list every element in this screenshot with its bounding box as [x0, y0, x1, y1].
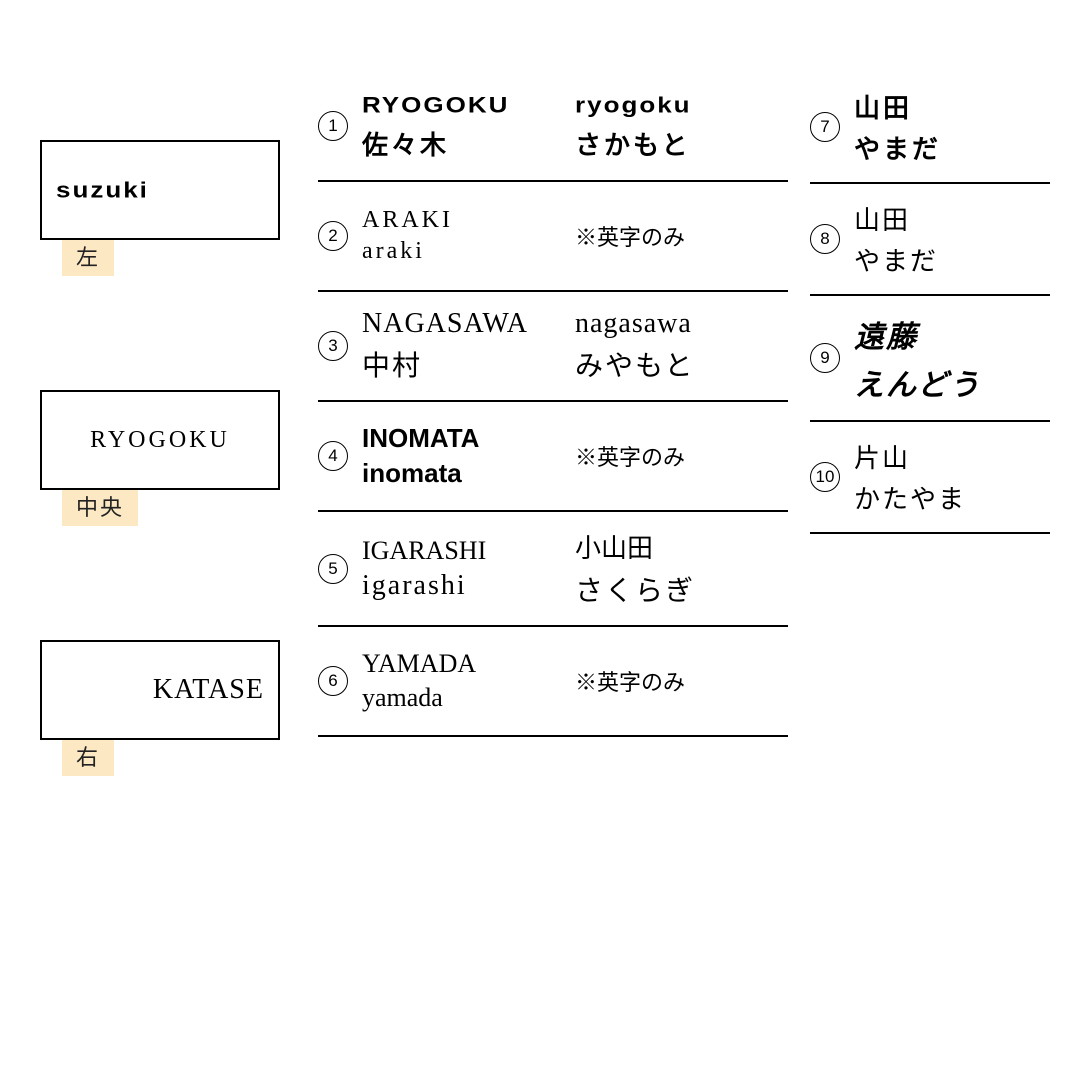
font-sample-list-jp: 7山田やまだ8山田やまだ9遠藤えんどう10片山かたやま	[810, 72, 1050, 534]
font-sample-text: かたやま	[854, 479, 1050, 516]
font-cell: IGARASHI igarashi	[362, 536, 575, 602]
font-sample-text: えんどう	[854, 360, 1050, 404]
font-sample-text: 小山田	[575, 528, 788, 565]
note-text: ※英字のみ	[575, 220, 788, 252]
sample-caption: 左	[62, 236, 114, 276]
font-sample-text: inomata	[362, 458, 575, 489]
font-cell: ※英字のみ	[575, 220, 788, 252]
row-number-badge: 8	[810, 224, 840, 254]
font-row: 1 RYOGOKU 佐々木ryogoku さかもと	[318, 72, 788, 182]
font-cell: ARAKI araki	[362, 207, 575, 265]
font-row: 10 片山かたやま	[810, 422, 1050, 534]
font-row: 2 ARAKI araki※英字のみ	[318, 182, 788, 292]
sample-text: suzuki	[56, 177, 149, 203]
font-sample-text: 遠藤	[854, 312, 1050, 356]
font-sample-text: 山田	[854, 88, 1050, 125]
font-sample-text: ryogoku	[575, 92, 788, 118]
row-number-badge: 9	[810, 343, 840, 373]
note-text: ※英字のみ	[575, 665, 788, 697]
font-cell: nagasawa みやもと	[575, 308, 788, 384]
font-cell: 山田やまだ	[854, 88, 1050, 166]
sample-caption: 右	[62, 736, 114, 776]
sample-box: RYOGOKU	[40, 390, 280, 490]
font-cell: ※英字のみ	[575, 440, 788, 472]
row-number-badge: 10	[810, 462, 840, 492]
font-cell: NAGASAWA 中村	[362, 308, 575, 384]
font-cell: 遠藤えんどう	[854, 312, 1050, 404]
font-row: 3 NAGASAWA 中村nagasawa みやもと	[318, 292, 788, 402]
font-sample-text: みやもと	[575, 344, 788, 384]
row-number-badge: 1	[318, 111, 348, 141]
font-row: 6 YAMADA yamada※英字のみ	[318, 627, 788, 737]
alignment-sample: RYOGOKU中央	[40, 390, 290, 490]
row-number-badge: 3	[318, 331, 348, 361]
font-sample-text: igarashi	[362, 570, 575, 602]
font-cell: ryogoku さかもと	[575, 90, 788, 162]
row-number-badge: 6	[318, 666, 348, 696]
font-cell: 小山田さくらぎ	[575, 528, 788, 609]
font-sample-text: やまだ	[854, 129, 1050, 166]
font-sample-text: yamada	[362, 683, 575, 713]
font-sample-text: RYOGOKU	[362, 92, 575, 118]
sample-box: suzuki	[40, 140, 280, 240]
font-sample-text: NAGASAWA	[362, 308, 575, 340]
sample-text: RYOGOKU	[90, 427, 230, 454]
font-cell: 片山かたやま	[854, 438, 1050, 516]
font-sample-text: 片山	[854, 438, 1050, 475]
font-sample-text: araki	[362, 238, 575, 265]
font-sample-list-main: 1RYOGOKU佐々木ryogokuさかもと2ARAKIaraki※英字のみ3N…	[318, 72, 788, 737]
sample-box: KATASE	[40, 640, 280, 740]
font-row: 8 山田やまだ	[810, 184, 1050, 296]
row-number-badge: 2	[318, 221, 348, 251]
font-sample-text: さくらぎ	[575, 569, 788, 609]
alignment-sample: KATASE右	[40, 640, 290, 740]
font-row: 4 INOMATA inomata※英字のみ	[318, 402, 788, 512]
alignment-sample: suzuki左	[40, 140, 290, 240]
row-number-badge: 5	[318, 554, 348, 584]
font-sample-text: 佐々木	[362, 125, 575, 162]
font-cell: 山田やまだ	[854, 200, 1050, 278]
font-sample-text: やまだ	[854, 241, 1050, 278]
font-cell: YAMADA yamada	[362, 649, 575, 713]
font-cell: ※英字のみ	[575, 665, 788, 697]
font-sample-text: nagasawa	[575, 308, 788, 340]
sample-text: KATASE	[153, 674, 264, 706]
font-cell: RYOGOKU 佐々木	[362, 90, 575, 162]
sample-caption: 中央	[62, 486, 138, 526]
row-number-badge: 4	[318, 441, 348, 471]
font-sample-text: INOMATA	[362, 423, 575, 454]
row-number-badge: 7	[810, 112, 840, 142]
font-row: 9 遠藤えんどう	[810, 296, 1050, 422]
font-sample-text: 中村	[362, 344, 575, 384]
font-sample-text: ARAKI	[362, 207, 575, 234]
font-sample-text: 山田	[854, 200, 1050, 237]
font-row: 7 山田やまだ	[810, 72, 1050, 184]
font-sample-text: IGARASHI	[362, 536, 575, 566]
font-cell: INOMATA inomata	[362, 423, 575, 489]
font-sample-text: YAMADA	[362, 649, 575, 679]
note-text: ※英字のみ	[575, 440, 788, 472]
font-row: 5 IGARASHI igarashi小山田さくらぎ	[318, 512, 788, 627]
left-alignment-samples: suzuki左RYOGOKU中央KATASE右	[40, 140, 290, 890]
font-sample-text: さかもと	[575, 125, 788, 162]
